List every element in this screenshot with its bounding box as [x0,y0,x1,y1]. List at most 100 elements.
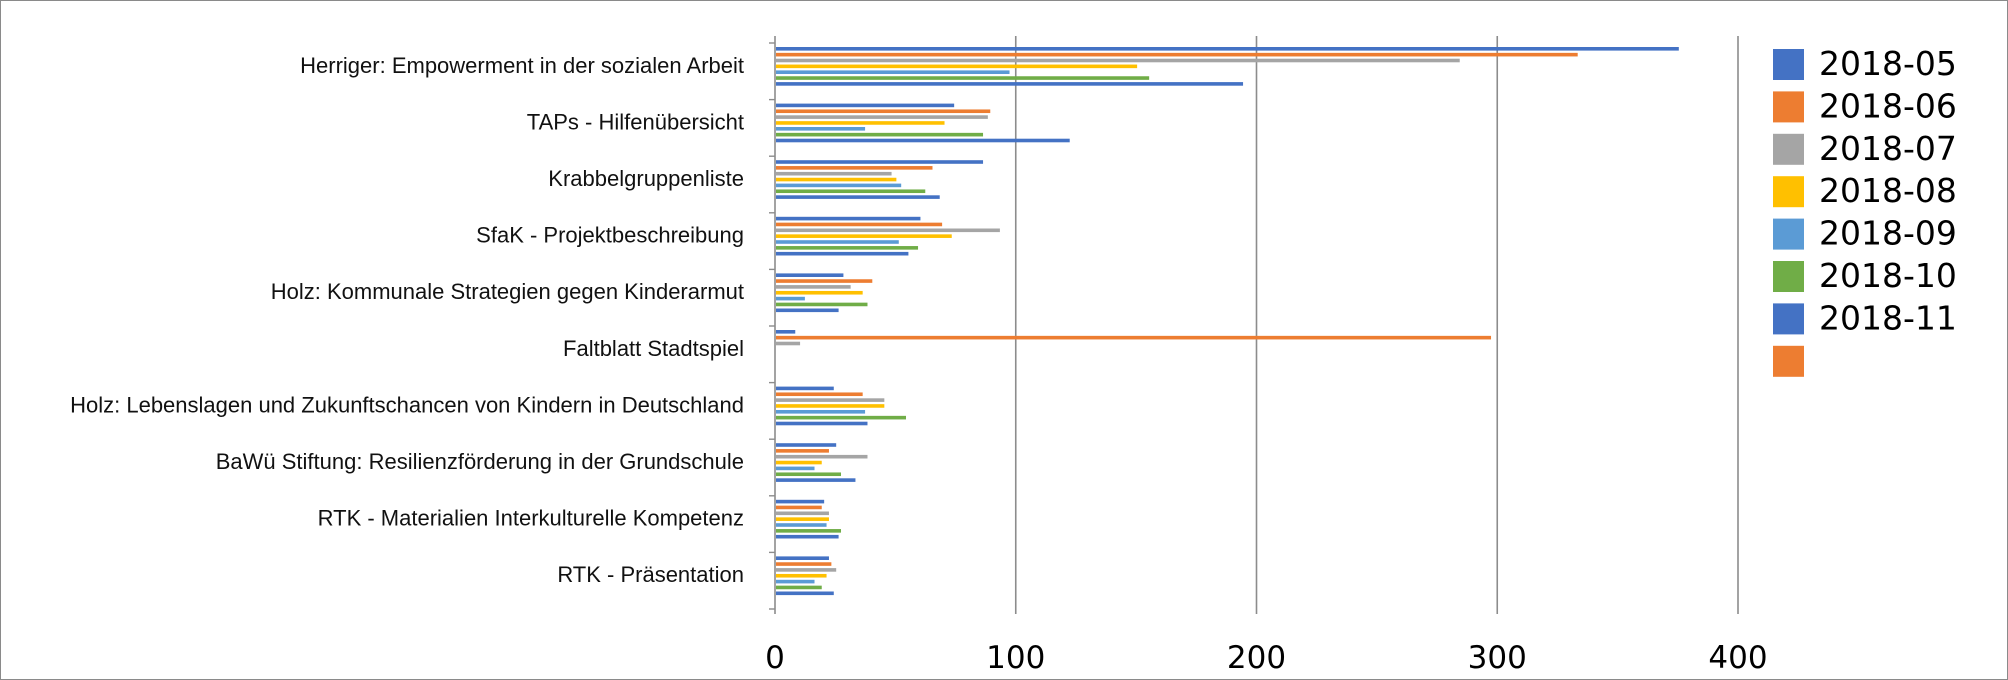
category-label: RTK - Materialien Interkulturelle Kompet… [318,506,744,531]
grid-lines [1014,36,1739,614]
bar [776,183,902,188]
x-tick-labels: 0 100 200 300 400 [765,640,1767,676]
legend-swatch [1773,133,1804,165]
bar [776,517,829,521]
bar [776,392,863,397]
bar [776,472,842,477]
legend-label: 2018-11 [1819,298,1957,337]
legend-swatch [1773,91,1804,123]
bar [776,166,933,170]
category-label: Herriger: Empowerment in der sozialen Ar… [300,53,744,78]
bar [776,302,868,307]
legend-label: 2018-07 [1819,129,1957,168]
bar [776,285,851,289]
bar [776,585,822,590]
bar [776,273,844,277]
legend-label: 2018-09 [1819,214,1957,253]
bars [776,47,1679,596]
bar [776,64,1138,69]
category-label: TAPs - Hilfenübersicht [527,109,744,134]
bar [776,478,856,482]
bar [776,82,1244,86]
bar [776,52,1578,57]
bar [776,421,868,426]
bar [776,296,805,301]
legend-swatch [1773,303,1804,335]
legend-label: 2018-08 [1819,171,1957,210]
x-tick-label: 400 [1708,640,1767,676]
bar [776,115,988,119]
legend-swatch [1773,176,1804,208]
bar [776,466,815,471]
bar [776,386,834,391]
bar [776,534,839,539]
bar [776,505,822,510]
bar [776,579,815,584]
bar [776,523,827,527]
legend-label: 2018-06 [1819,86,1957,125]
bar [776,132,984,137]
bar [776,160,984,164]
category-label: SfaK - Projektbeschreibung [476,223,744,248]
bar [776,460,822,465]
bar [776,568,837,572]
bar [776,499,825,504]
bar [776,529,842,533]
bar [776,246,919,250]
bar [776,127,866,131]
bar [776,70,1010,74]
x-tick-label: 100 [986,640,1045,676]
bar [776,121,945,125]
legend-swatch [1773,345,1804,377]
legend-swatch [1773,218,1804,250]
bar [776,290,863,295]
category-label: Krabbelgruppenliste [548,166,744,191]
bar [776,410,866,414]
bar [776,279,873,283]
bar [776,443,837,447]
bar [776,228,1000,233]
legend-swatch [1773,49,1804,80]
legend-label: 2018-10 [1819,256,1957,295]
legend: 2018-052018-062018-072018-082018-092018-… [1773,44,1957,377]
bar [776,222,943,227]
bar [776,308,839,313]
bar [776,573,827,578]
bar [776,335,1492,340]
axes [769,36,776,614]
bar [776,58,1460,63]
x-tick-label: 300 [1468,640,1527,676]
x-tick-label: 200 [1227,640,1286,676]
bar [776,195,940,199]
category-label: BaWü Stiftung: Resilienzförderung in der… [216,449,744,474]
bar [776,562,832,566]
bar [776,511,829,516]
bar [776,341,801,346]
legend-label: 2018-05 [1819,44,1957,83]
bar [776,234,952,238]
bar [776,47,1679,51]
bar [776,398,885,402]
bar [776,454,868,459]
bar [776,177,897,182]
bar [776,251,909,256]
bar [776,189,926,194]
bar [776,109,991,114]
legend-swatch [1773,261,1804,292]
bar [776,330,796,334]
category-label: RTK - Präsentation [557,562,744,587]
category-label: Holz: Kommunale Strategien gegen Kindera… [271,279,744,304]
x-tick-label: 0 [765,640,785,676]
bar [776,216,921,221]
bar [776,103,955,108]
category-labels: Herriger: Empowerment in der sozialen Ar… [70,53,744,587]
category-label: Holz: Lebenslagen und Zukunftschancen vo… [70,392,744,417]
bar [776,591,834,596]
bar [776,556,829,560]
bar [776,449,829,453]
bar [776,171,892,176]
bar [776,138,1070,143]
bar [776,415,907,420]
